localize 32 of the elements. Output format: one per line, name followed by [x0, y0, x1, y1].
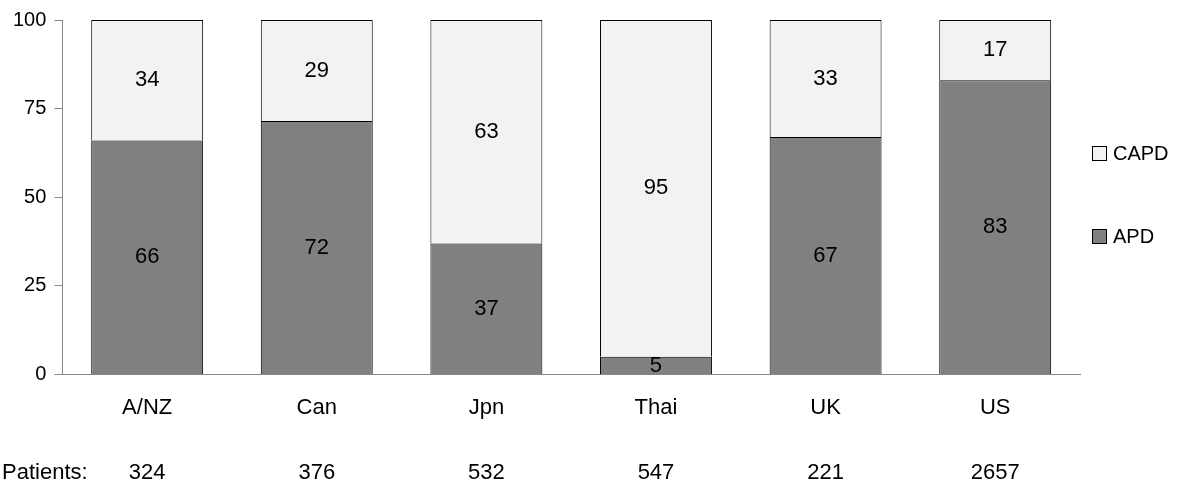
- x-tick-label: A/NZ: [122, 393, 173, 419]
- text: 221: [807, 458, 844, 484]
- data-label: 66: [134, 243, 160, 269]
- data-label: 37: [474, 294, 499, 320]
- data-label: 17: [982, 36, 1008, 62]
- x-tick-label: Thai: [634, 393, 678, 419]
- data-label: 29: [304, 56, 330, 82]
- y-tick-label: 100: [12, 7, 47, 30]
- data-label: 67: [813, 241, 838, 267]
- x-tick-label: UK: [810, 393, 842, 419]
- data-label: 95: [643, 174, 669, 200]
- data-label: 83: [982, 213, 1008, 239]
- text: Patients:: [2, 458, 88, 484]
- y-tick-label: 75: [24, 96, 47, 119]
- data-label: 72: [304, 233, 330, 259]
- data-label: 34: [134, 66, 160, 92]
- x-tick-label: Can: [296, 393, 337, 419]
- data-label: 5: [649, 351, 663, 377]
- text: 532: [468, 458, 505, 484]
- data-label: 63: [474, 117, 499, 143]
- text: 2657: [970, 458, 1020, 484]
- text: APD: [1113, 225, 1155, 248]
- x-tick-label: Jpn: [468, 393, 505, 419]
- text: 547: [637, 458, 675, 484]
- y-tick-label: 25: [24, 273, 47, 296]
- data-label: 33: [813, 64, 838, 90]
- text: 376: [298, 458, 336, 484]
- y-tick-label: 50: [24, 184, 47, 207]
- text: 324: [128, 458, 166, 484]
- x-tick-label: US: [979, 393, 1011, 419]
- legend-label: CAPD: [1113, 142, 1169, 165]
- y-tick-label: 0: [35, 362, 47, 385]
